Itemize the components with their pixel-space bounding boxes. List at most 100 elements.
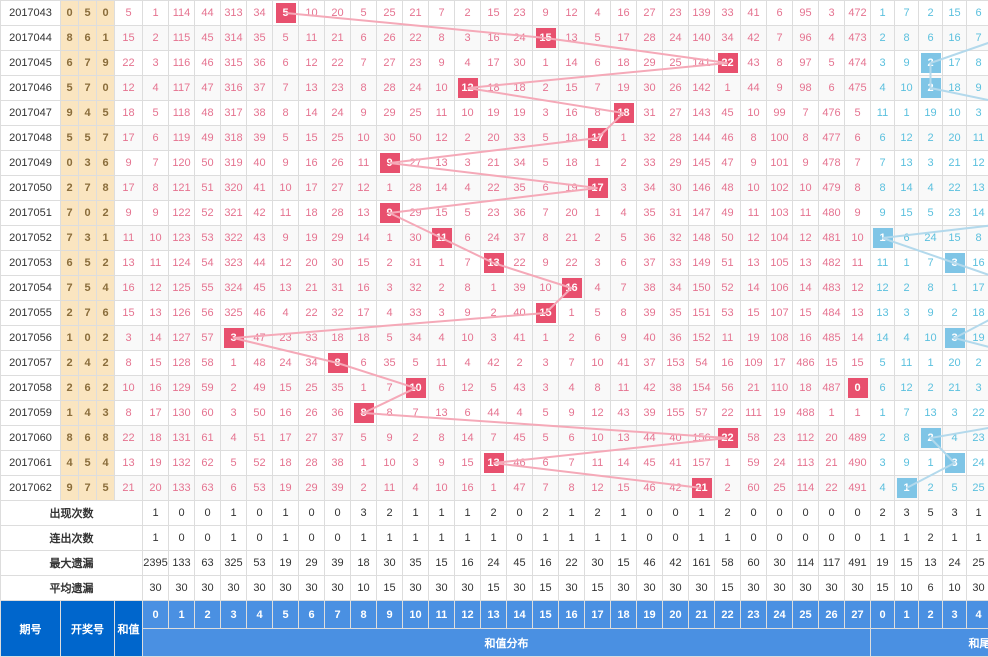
dist-col-index: 8 bbox=[351, 601, 377, 629]
sum-cell: 5 bbox=[115, 1, 143, 26]
tail-cell: 20 bbox=[943, 126, 967, 151]
dist-cell: 43 bbox=[247, 226, 273, 251]
dist-cell: 13 bbox=[429, 401, 455, 426]
dist-cell: 45 bbox=[637, 451, 663, 476]
dist-cell: 141 bbox=[689, 51, 715, 76]
dist-col-index: 11 bbox=[429, 601, 455, 629]
period-cell: 2017062 bbox=[1, 476, 61, 501]
dist-cell: 20 bbox=[819, 426, 845, 451]
draw-digit: 8 bbox=[61, 426, 79, 451]
dist-cell: 12 bbox=[429, 126, 455, 151]
dist-cell: 118 bbox=[169, 101, 195, 126]
dist-cell: 35 bbox=[377, 351, 403, 376]
draw-digit: 7 bbox=[61, 276, 79, 301]
dist-cell: 44 bbox=[247, 251, 273, 276]
dist-col-index: 17 bbox=[585, 601, 611, 629]
dist-col-index: 6 bbox=[299, 601, 325, 629]
tail-cell: 6 bbox=[967, 1, 988, 26]
dist-cell: 30 bbox=[325, 251, 351, 276]
dist-cell: 23 bbox=[507, 1, 533, 26]
stat-row: 连出次数100101001111110111100110000011211211… bbox=[1, 526, 988, 551]
dist-cell: 30 bbox=[507, 51, 533, 76]
dist-cell: 15 bbox=[143, 351, 169, 376]
dist-cell: 37 bbox=[247, 76, 273, 101]
draw-digit: 6 bbox=[61, 51, 79, 76]
dist-cell: 57 bbox=[689, 401, 715, 426]
dist-cell: 10 bbox=[351, 126, 377, 151]
tail-cell: 18 bbox=[943, 76, 967, 101]
dist-cell: 10 bbox=[143, 226, 169, 251]
dist-cell: 41 bbox=[247, 176, 273, 201]
tail-cell: 8 bbox=[967, 226, 988, 251]
dist-cell: 2 bbox=[377, 251, 403, 276]
dist-cell: 19 bbox=[299, 226, 325, 251]
dist-cell: 19 bbox=[611, 76, 637, 101]
tail-cell: 25 bbox=[967, 476, 988, 501]
dist-cell: 1 bbox=[429, 251, 455, 276]
dist-cell: 20 bbox=[481, 126, 507, 151]
dist-cell: 11 bbox=[429, 351, 455, 376]
dist-cell: 11 bbox=[741, 201, 767, 226]
sum-cell: 17 bbox=[115, 126, 143, 151]
dist-cell: 57 bbox=[195, 326, 221, 351]
dist-cell: 320 bbox=[221, 176, 247, 201]
dist-cell: 4 bbox=[585, 276, 611, 301]
dist-cell: 2 bbox=[585, 226, 611, 251]
dist-cell: 42 bbox=[663, 476, 689, 501]
period-cell: 2017052 bbox=[1, 226, 61, 251]
dist-cell: 6 bbox=[767, 1, 793, 26]
tail-cell: 2 bbox=[919, 126, 943, 151]
dist-cell: 24 bbox=[273, 351, 299, 376]
dist-cell: 11 bbox=[793, 201, 819, 226]
dist-cell: 31 bbox=[637, 101, 663, 126]
tail-cell: 6 bbox=[919, 26, 943, 51]
draw-digit: 6 bbox=[97, 151, 115, 176]
sum-cell: 18 bbox=[115, 101, 143, 126]
tail-cell: 14 bbox=[871, 326, 895, 351]
dist-cell: 15 bbox=[845, 351, 871, 376]
dist-cell: 1 bbox=[585, 201, 611, 226]
draw-digit: 3 bbox=[79, 151, 97, 176]
draw-digit: 5 bbox=[79, 126, 97, 151]
dist-cell: 4 bbox=[611, 201, 637, 226]
dist-cell: 19 bbox=[741, 326, 767, 351]
period-cell: 2017060 bbox=[1, 426, 61, 451]
dist-cell: 5 bbox=[845, 101, 871, 126]
tail-hit: 2 bbox=[919, 76, 943, 101]
dist-cell: 10 bbox=[299, 1, 325, 26]
data-row: 2017055276151312656325464223217433392401… bbox=[1, 301, 988, 326]
dist-cell: 49 bbox=[195, 126, 221, 151]
dist-cell: 3 bbox=[585, 251, 611, 276]
draw-digit: 4 bbox=[97, 276, 115, 301]
dist-cell: 102 bbox=[767, 176, 793, 201]
dist-cell: 3 bbox=[143, 51, 169, 76]
dist-cell: 58 bbox=[741, 426, 767, 451]
dist-cell: 26 bbox=[299, 401, 325, 426]
dist-cell: 13 bbox=[143, 301, 169, 326]
dist-cell: 28 bbox=[663, 126, 689, 151]
draw-digit: 7 bbox=[79, 301, 97, 326]
tail-hit: 1 bbox=[871, 226, 895, 251]
dist-cell: 48 bbox=[247, 351, 273, 376]
dist-cell: 4 bbox=[585, 1, 611, 26]
dist-cell: 1 bbox=[559, 301, 585, 326]
dist-cell: 12 bbox=[455, 376, 481, 401]
dist-cell: 20 bbox=[143, 476, 169, 501]
dist-cell: 19 bbox=[481, 101, 507, 126]
data-row: 2017061454131913262552182838110391513466… bbox=[1, 451, 988, 476]
dist-cell: 144 bbox=[689, 126, 715, 151]
dist-cell: 33 bbox=[507, 126, 533, 151]
footer-index-row: 期号开奖号和值012345678910111213141516171819202… bbox=[1, 601, 988, 629]
dist-cell: 42 bbox=[637, 376, 663, 401]
dist-cell: 2 bbox=[143, 26, 169, 51]
dist-col-index: 24 bbox=[767, 601, 793, 629]
dist-cell: 4 bbox=[559, 376, 585, 401]
dist-cell: 12 bbox=[273, 251, 299, 276]
tail-cell: 15 bbox=[943, 226, 967, 251]
tail-cell: 2 bbox=[895, 276, 919, 301]
tail-cell: 24 bbox=[967, 451, 988, 476]
dist-cell: 8 bbox=[429, 26, 455, 51]
dist-cell: 13 bbox=[559, 26, 585, 51]
draw-digit: 7 bbox=[61, 201, 79, 226]
dist-cell: 15 bbox=[611, 476, 637, 501]
